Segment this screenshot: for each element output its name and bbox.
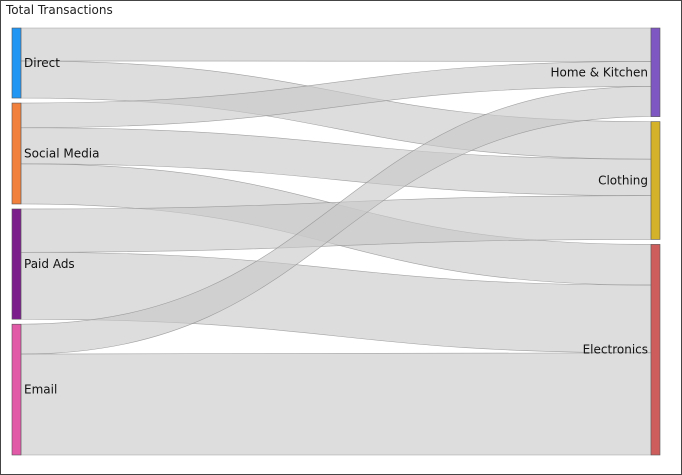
link-email-to-electronics[interactable] bbox=[20, 352, 652, 456]
node-clothing[interactable] bbox=[650, 121, 661, 240]
node-home-and-kitchen[interactable] bbox=[650, 27, 661, 117]
sankey-labels: Direct Social Media Paid Ads Email Home & Ki… bbox=[24, 56, 648, 397]
node-email[interactable] bbox=[11, 323, 22, 456]
node-label-paid-ads: Paid Ads bbox=[24, 257, 75, 271]
node-label-electronics: Electronics bbox=[583, 343, 648, 357]
link-direct-to-home-and-kitchen[interactable] bbox=[20, 27, 652, 62]
node-label-direct: Direct bbox=[24, 56, 60, 70]
sankey-links bbox=[20, 27, 652, 456]
node-label-email: Email bbox=[24, 383, 57, 397]
sankey-nodes bbox=[11, 27, 661, 456]
node-direct[interactable] bbox=[11, 27, 22, 99]
node-paid-ads[interactable] bbox=[11, 208, 22, 320]
chart-title: Total Transactions bbox=[6, 3, 113, 17]
node-electronics[interactable] bbox=[650, 244, 661, 456]
node-label-clothing: Clothing bbox=[598, 174, 648, 188]
node-label-home-and-kitchen: Home & Kitchen bbox=[550, 65, 648, 79]
node-label-social-media: Social Media bbox=[24, 147, 99, 161]
node-social-media[interactable] bbox=[11, 102, 22, 205]
